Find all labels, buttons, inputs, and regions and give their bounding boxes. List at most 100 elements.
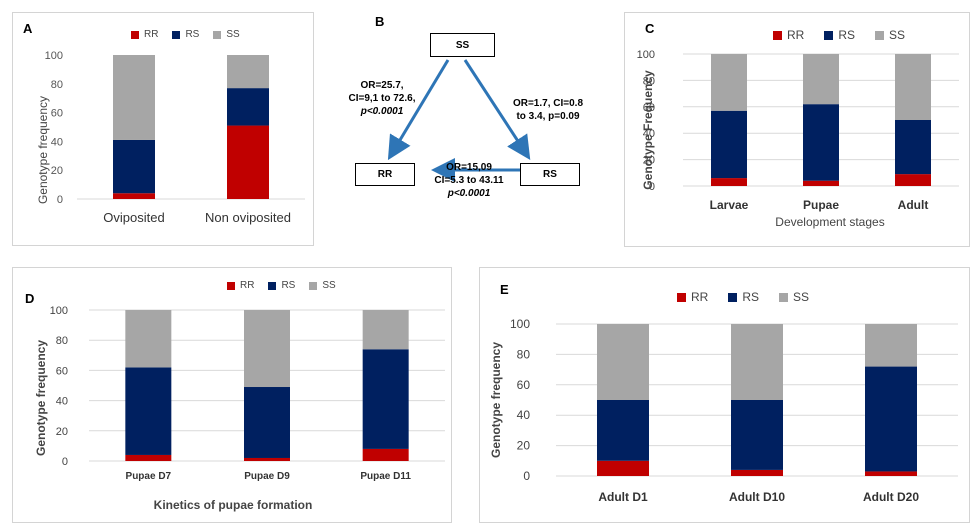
x-tick-label: Pupae D9 — [244, 471, 290, 482]
chart-svg: 100 80 60 40 20 0 Larvae Pupae Adult — [637, 49, 959, 212]
x-tick-label: Adult D10 — [729, 490, 785, 504]
bar-segment-rr — [125, 454, 172, 461]
x-axis-label: Development stages — [775, 215, 885, 229]
legend-swatch-rr — [773, 30, 782, 40]
x-tick-label: Non oviposited — [205, 210, 291, 225]
chart-svg: 100 80 60 40 20 0 Oviposited Non oviposited — [45, 50, 305, 225]
y-tick-label: 80 — [643, 75, 655, 87]
bar-segment-rr — [113, 193, 155, 199]
bar-segment-ss — [865, 324, 917, 367]
legend-item-ss: SS — [779, 290, 809, 304]
bar-segment-ss — [711, 54, 747, 111]
bar-segment-rs — [731, 400, 783, 470]
legend-item-rr: RR — [677, 290, 708, 304]
legend-swatch-rs — [268, 281, 277, 290]
legend: RR RS SS — [227, 280, 336, 291]
bar-segment-rs — [362, 349, 409, 449]
bar-segment-rs — [865, 366, 917, 472]
bar-segment-rs — [113, 139, 155, 194]
legend-label: SS — [226, 29, 240, 40]
bar-segment-ss — [731, 324, 783, 400]
legend-swatch-rs — [172, 30, 181, 39]
bar-segment-ss — [244, 310, 290, 388]
legend-item-rs: RS — [268, 280, 295, 291]
y-tick-label: 20 — [517, 439, 531, 453]
legend-item-ss: SS — [875, 28, 905, 42]
y-axis-label: Genotype frequency — [489, 341, 503, 459]
bar-segment-ss — [362, 310, 409, 350]
y-tick-label: 20 — [51, 165, 63, 177]
y-tick-label: 0 — [57, 194, 63, 206]
y-tick-label: 40 — [56, 396, 68, 408]
y-tick-label: 20 — [643, 155, 655, 167]
edge-label-ss-rr: OR=25.7, CI=9,1 to 72.6, p<0.0001 — [333, 79, 431, 118]
panel-a: A RR RS SS 100 80 60 40 20 0 Oviposited Non ovi… — [12, 12, 314, 246]
legend-swatch-ss — [309, 281, 318, 290]
legend-item-rr: RR — [131, 29, 158, 40]
x-tick-label: Oviposited — [103, 210, 164, 225]
chart-svg: 100 80 60 40 20 0 Pupae D7 Pupae D9 Pupae D11 — [50, 305, 445, 482]
legend-label: RS — [838, 28, 856, 42]
y-tick-label: 80 — [56, 335, 68, 347]
edge-label-line: p<0.0001 — [360, 106, 404, 117]
y-tick-label: 60 — [51, 108, 63, 120]
x-tick-label: Larvae — [710, 198, 749, 212]
edge-label-line: CI=9,1 to 72.6, — [348, 93, 416, 104]
legend-swatch-rr — [227, 281, 235, 290]
panel-label: C — [645, 21, 655, 36]
edge-label-line: to 3.4, p=0.09 — [516, 111, 580, 122]
y-tick-label: 100 — [510, 317, 530, 331]
panel-label: E — [500, 282, 509, 297]
x-tick-label: Adult — [898, 198, 929, 212]
panel-e: E RR RS SS 100 80 60 40 20 0 Adult D1 Adult D10… — [479, 267, 970, 523]
bar-segment-rs — [597, 400, 649, 461]
y-tick-label: 100 — [637, 49, 655, 61]
legend-label: SS — [889, 28, 906, 42]
y-tick-label: 60 — [643, 102, 655, 114]
panel-d: D RR RS SS 100 80 60 40 20 0 Pupae D7 Pupae D9 P… — [12, 267, 452, 523]
legend-swatch-ss — [875, 30, 885, 40]
legend-swatch-ss — [213, 30, 222, 39]
y-tick-label: 80 — [517, 347, 531, 361]
x-tick-label: Adult D20 — [863, 490, 919, 504]
y-axis-label: Genotype frequency — [34, 339, 48, 457]
bar-segment-rs — [803, 104, 839, 181]
edge-label-rs-rr: OR=15,09 CI=5.3 to 43.11 p<0.0001 — [420, 161, 518, 200]
bar-segment-rr — [597, 460, 649, 476]
bar-segment-rs — [711, 110, 747, 179]
legend-item-rr: RR — [227, 280, 254, 291]
legend-label: RS — [742, 290, 760, 304]
legend-label: RS — [281, 280, 296, 291]
edge-label-line: CI=5.3 to 43.11 — [434, 175, 504, 186]
legend-label: RR — [691, 290, 709, 304]
legend-label: RS — [185, 29, 200, 40]
y-tick-label: 60 — [56, 365, 68, 377]
bar-segment-rr — [244, 457, 290, 461]
legend-item-ss: SS — [213, 29, 240, 40]
y-tick-label: 60 — [517, 378, 531, 392]
bar-segment-ss — [597, 324, 649, 400]
legend-item-rs: RS — [172, 29, 199, 40]
edge-label-line: OR=15,09 — [446, 162, 492, 173]
y-tick-label: 0 — [649, 181, 655, 193]
bar-segment-rs — [227, 88, 269, 126]
y-tick-label: 80 — [51, 79, 63, 91]
x-tick-label: Adult D1 — [598, 490, 648, 504]
arrow-ss-to-rs — [463, 59, 531, 161]
legend-swatch-rr — [131, 30, 139, 39]
legend-label: RR — [787, 28, 805, 42]
y-tick-label: 40 — [517, 408, 531, 422]
bar-segment-rs — [125, 367, 172, 455]
legend-label: SS — [793, 290, 810, 304]
legend-label: SS — [322, 280, 336, 291]
legend-swatch-rs — [728, 292, 738, 302]
chart-svg: 100 80 60 40 20 0 Adult D1 Adult D10 Adult D20 — [510, 317, 958, 504]
edge-label-line: p<0.0001 — [447, 188, 491, 199]
legend-item-rs: RS — [728, 290, 759, 304]
arrow-ss-to-rr — [387, 59, 450, 161]
node-ss: SS — [430, 33, 495, 57]
bar-segment-rr — [895, 174, 931, 186]
panel-label: A — [23, 21, 33, 36]
x-tick-label: Pupae D11 — [360, 471, 411, 482]
node-rr: RR — [355, 163, 415, 186]
